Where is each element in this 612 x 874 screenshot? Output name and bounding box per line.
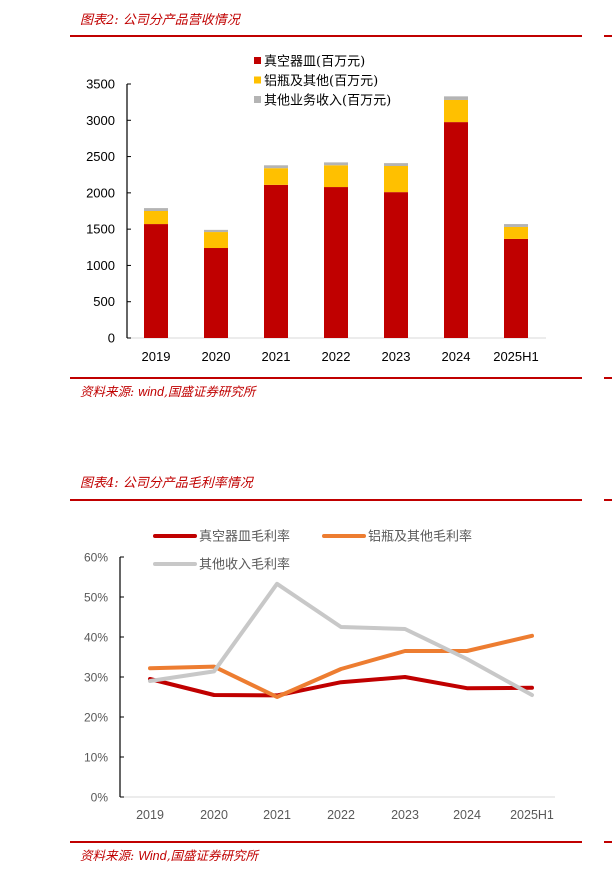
legend-label: 铝瓶及其他(百万元) xyxy=(264,74,378,89)
x-tick-label: 2019 xyxy=(136,808,164,822)
y-tick-label: 3000 xyxy=(86,113,115,128)
x-tick-label: 2021 xyxy=(262,349,291,364)
x-axis-labels: 2019 2020 2021 2022 2023 2024 2025H1 xyxy=(142,349,539,364)
x-tick-label: 2023 xyxy=(382,349,411,364)
bar-segment xyxy=(504,224,528,227)
y-tick-label: 2000 xyxy=(86,185,115,200)
y-tick-label: 3500 xyxy=(86,77,115,92)
lines xyxy=(148,581,534,699)
bar-segment xyxy=(324,162,348,166)
figure4-top-rule xyxy=(70,499,582,501)
legend: 真空器皿(百万元) 铝瓶及其他(百万元) 其他业务收入(百万元) xyxy=(254,55,391,109)
y-tick-label: 50% xyxy=(84,591,108,605)
legend-label: 其他收入毛利率 xyxy=(199,557,290,573)
y-tick-label: 1500 xyxy=(86,222,115,237)
legend-label: 铝瓶及其他毛利率 xyxy=(368,529,472,545)
figure2-top-rule xyxy=(70,35,582,37)
bar-segment xyxy=(264,165,288,169)
legend-swatch xyxy=(254,57,261,64)
source-suffix: ,国盛证券研究所 xyxy=(163,384,256,399)
legend-swatch xyxy=(254,76,261,84)
series-line xyxy=(148,675,534,698)
source-wind: Wind xyxy=(138,849,167,863)
bar-segment xyxy=(444,99,468,123)
figure4-bottom-rule xyxy=(70,841,582,843)
bar-segment xyxy=(324,187,348,338)
figure2-source: 资料来源: wind,国盛证券研究所 xyxy=(80,381,255,400)
bar-segment xyxy=(144,211,168,225)
x-tick-label: 2024 xyxy=(442,349,471,364)
y-tick-label: 500 xyxy=(93,294,115,309)
legend-swatch xyxy=(254,96,261,103)
rule-stub xyxy=(604,377,612,379)
bar-segment xyxy=(264,184,288,338)
y-tick-label: 0 xyxy=(108,331,115,346)
revenue-stacked-bar-chart: 0 500 1000 1500 2000 2500 3000 3500 2019 2020 202… xyxy=(86,55,546,364)
figure2-bottom-rule xyxy=(70,377,582,379)
source-prefix: 资料来源: xyxy=(80,848,135,863)
figure2-title: 图表2: 公司分产品营收情况 xyxy=(80,13,240,28)
x-tick-label: 2020 xyxy=(202,349,231,364)
y-axis: 0 500 1000 1500 2000 2500 3000 3500 xyxy=(86,77,546,346)
x-tick-label: 2024 xyxy=(453,808,481,822)
x-tick-label: 2025H1 xyxy=(510,808,554,822)
x-tick-label: 2020 xyxy=(200,808,228,822)
x-tick-label: 2022 xyxy=(322,349,351,364)
bar-segment xyxy=(144,224,168,338)
rule-stub xyxy=(604,841,612,843)
figure4-title: 图表4: 公司分产品毛利率情况 xyxy=(80,476,253,491)
figure4-source: 资料来源: Wind,国盛证券研究所 xyxy=(80,845,258,864)
bar-segment xyxy=(444,96,468,100)
bar-segment xyxy=(504,226,528,239)
y-tick-label: 2500 xyxy=(86,149,115,164)
gross-margin-line-chart: 0% 10% 20% 30% 40% 50% 60% 2019 2020 2021 2022 202… xyxy=(84,529,555,822)
series-line xyxy=(148,633,534,699)
bars xyxy=(144,96,528,338)
bar-segment xyxy=(384,163,408,167)
bar-segment xyxy=(384,166,408,193)
bar-segment xyxy=(384,192,408,338)
bar-segment xyxy=(204,248,228,338)
x-axis-labels: 2019 2020 2021 2022 2023 2024 2025H1 xyxy=(136,808,554,822)
bar-segment xyxy=(324,165,348,188)
bar-segment xyxy=(504,238,528,338)
legend-label: 真空器皿毛利率 xyxy=(199,529,290,545)
bar-segment xyxy=(204,229,228,233)
y-tick-label: 10% xyxy=(84,751,108,765)
legend-label: 其他业务收入(百万元) xyxy=(264,93,391,109)
bar-segment xyxy=(144,208,168,211)
source-suffix: ,国盛证券研究所 xyxy=(166,848,259,863)
bar-segment xyxy=(204,232,228,249)
y-tick-label: 40% xyxy=(84,631,108,645)
y-tick-label: 20% xyxy=(84,711,108,725)
y-axis: 0% 10% 20% 30% 40% 50% 60% xyxy=(84,551,555,805)
x-tick-label: 2025H1 xyxy=(493,349,539,364)
rule-stub xyxy=(604,499,612,501)
y-tick-label: 60% xyxy=(84,551,108,565)
rule-stub xyxy=(604,35,612,37)
y-tick-label: 1000 xyxy=(86,258,115,273)
x-tick-label: 2022 xyxy=(327,808,355,822)
source-prefix: 资料来源: xyxy=(80,384,135,399)
y-tick-label: 0% xyxy=(91,791,109,805)
bar-segment xyxy=(444,122,468,338)
y-tick-label: 30% xyxy=(84,671,108,685)
legend-label: 真空器皿(百万元) xyxy=(264,55,365,70)
x-tick-label: 2021 xyxy=(263,808,291,822)
bar-segment xyxy=(264,168,288,185)
series-line xyxy=(148,581,534,697)
x-tick-label: 2019 xyxy=(142,349,171,364)
source-wind: wind xyxy=(138,385,164,399)
x-tick-label: 2023 xyxy=(391,808,419,822)
